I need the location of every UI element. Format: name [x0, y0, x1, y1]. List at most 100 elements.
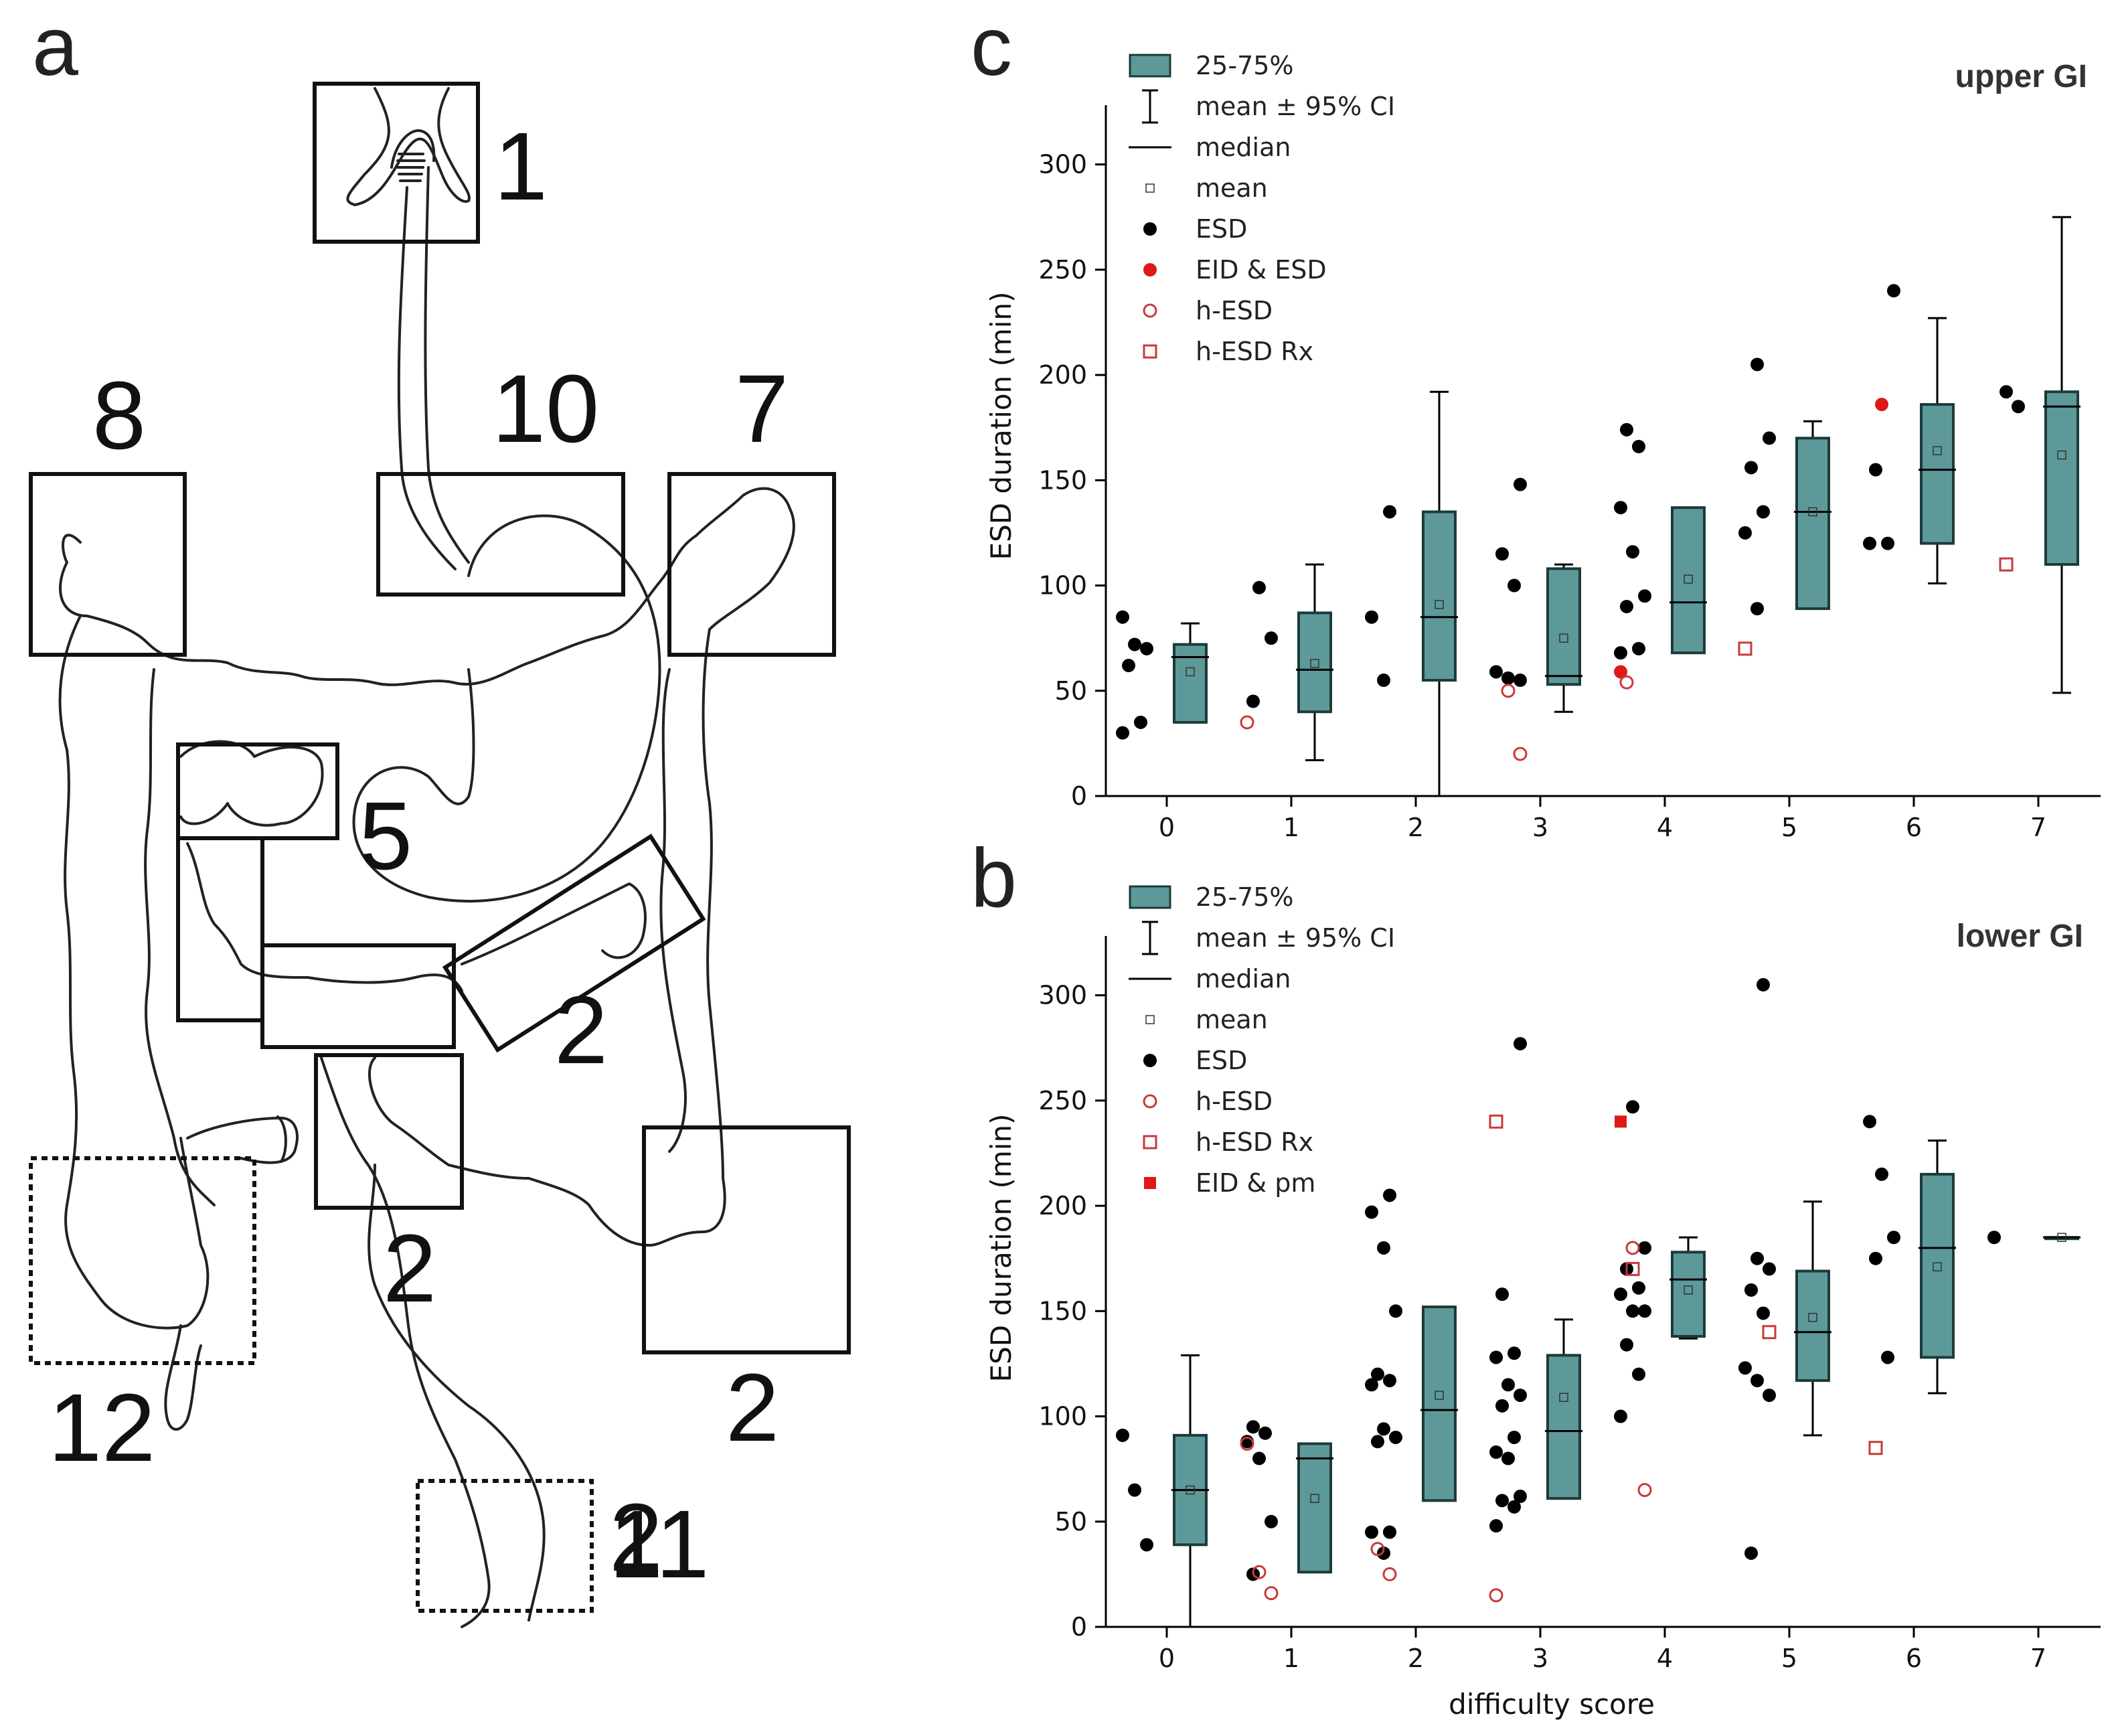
panel-letter-b: b: [971, 832, 1017, 925]
data-point: [1258, 1426, 1272, 1440]
data-point: [1875, 398, 1888, 412]
region-box-8: [29, 472, 187, 657]
region-number: 8: [92, 362, 146, 469]
y-tick-label: 0: [1071, 781, 1087, 811]
small-bowel-drawing: [179, 740, 647, 992]
mean-marker: [1186, 1485, 1195, 1495]
legend-swatch: [1143, 1135, 1157, 1150]
esophagus-drawing: [397, 166, 470, 570]
data-point: [1620, 599, 1633, 613]
data-point: [1514, 1490, 1527, 1504]
data-point: [1489, 1350, 1503, 1364]
ascending-colon-drawing: [58, 615, 216, 1431]
legend-label: median: [1196, 964, 1291, 994]
upper-gi-chart: c upper GI ESD duration (min) 0501001502…: [971, 1, 2101, 842]
data-point: [1495, 1494, 1509, 1508]
legend-label: mean: [1196, 1005, 1268, 1034]
data-point: [1514, 1036, 1527, 1050]
data-point: [1501, 1451, 1515, 1466]
data-point: [1738, 1361, 1752, 1375]
data-point: [1370, 1542, 1385, 1557]
data-point: [1495, 1287, 1509, 1301]
data-point: [1887, 284, 1900, 298]
data-point: [1252, 580, 1266, 595]
data-point: [1507, 1430, 1521, 1444]
mean-marker: [1933, 446, 1942, 456]
x-tick-label: 0: [1159, 813, 1175, 842]
x-tick-label: 7: [2030, 1644, 2046, 1673]
data-point: [1626, 1304, 1639, 1318]
x-tick-label: 7: [2030, 813, 2046, 842]
legend-label: 25-75%: [1196, 51, 1294, 80]
mean-marker: [1559, 633, 1568, 643]
region-box-11: [416, 1479, 594, 1613]
colon-drawing: [59, 487, 795, 1247]
data-point: [1383, 505, 1396, 519]
data-point: [1389, 1430, 1402, 1444]
mean-marker: [2057, 1233, 2066, 1242]
y-tick-label: 300: [1038, 150, 1087, 179]
region-number: 2: [554, 976, 608, 1084]
data-point: [1744, 1546, 1758, 1560]
data-point: [1762, 1325, 1777, 1340]
data-point: [1875, 1167, 1888, 1181]
chart-title: lower GI: [1957, 919, 2083, 954]
iqr-box: [1920, 1172, 1955, 1359]
data-point: [1614, 501, 1627, 515]
legend-swatch: [1143, 303, 1157, 318]
mean-marker: [1808, 1312, 1817, 1322]
data-point: [1116, 726, 1129, 740]
iqr-box: [1546, 567, 1581, 686]
x-tick-label: 4: [1657, 813, 1673, 842]
data-point: [1365, 1205, 1378, 1219]
data-point: [1757, 977, 1770, 992]
region-box-2a: [176, 836, 264, 1022]
data-point: [1744, 461, 1758, 475]
x-tick-label: 0: [1159, 1644, 1175, 1673]
data-point: [1383, 1525, 1396, 1539]
legend-swatch: [1145, 183, 1155, 193]
data-point: [1507, 1346, 1521, 1360]
x-axis-title: difficulty score: [1449, 1688, 1655, 1721]
iqr-box: [1795, 1269, 1830, 1383]
iqr-box: [1297, 611, 1332, 714]
mean-marker: [2057, 450, 2066, 460]
data-point: [1116, 610, 1129, 624]
pharynx-drawing: [346, 87, 471, 206]
region-number: 2: [609, 1484, 663, 1591]
sigmoid-drawing: [320, 1056, 546, 1628]
x-tick-label: 5: [1781, 1644, 1797, 1673]
data-point: [1382, 1567, 1397, 1581]
data-point: [1116, 1428, 1129, 1442]
data-point: [1514, 1389, 1527, 1403]
data-point: [1638, 1241, 1651, 1255]
y-axis-title: ESD duration (min): [985, 292, 1017, 560]
mean-marker: [1186, 667, 1195, 677]
data-point: [1377, 1422, 1390, 1436]
x-tick-label: 5: [1781, 813, 1797, 842]
mean-marker: [1684, 574, 1693, 584]
legend-swatch: [1145, 1015, 1155, 1024]
x-tick-label: 1: [1283, 1644, 1299, 1673]
y-tick-label: 100: [1038, 571, 1087, 601]
data-point: [1999, 557, 2014, 572]
region-box-10: [376, 472, 625, 597]
x-tick-label: 3: [1532, 813, 1548, 842]
data-point: [1489, 1445, 1503, 1459]
mean-marker: [1435, 1391, 1444, 1400]
y-tick-label: 250: [1038, 1086, 1087, 1115]
y-tick-label: 200: [1038, 1191, 1087, 1220]
region-box-2c: [442, 834, 706, 1053]
iqr-box: [2044, 390, 2079, 566]
panel-letter-a: a: [32, 1, 78, 93]
region-number: 12: [48, 1374, 155, 1482]
data-point: [1377, 1546, 1390, 1560]
data-point: [1614, 1409, 1627, 1423]
data-point: [1501, 1378, 1515, 1392]
lower-gi-chart: b lower GI ESD duration (min) difficulty…: [971, 832, 2101, 1721]
data-point: [1264, 1586, 1279, 1601]
data-point: [1495, 1399, 1509, 1413]
data-point: [1507, 1500, 1521, 1514]
y-tick-label: 0: [1071, 1612, 1087, 1642]
